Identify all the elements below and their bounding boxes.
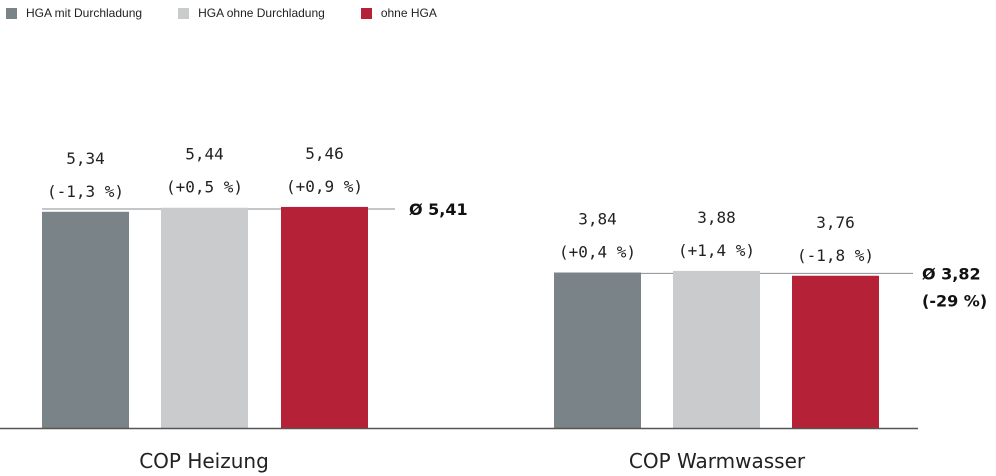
- average-change-label: (-29 %): [922, 291, 987, 310]
- legend-item: HGA ohne Durchladung: [178, 6, 325, 20]
- legend-swatch-ohne-hga: [360, 7, 372, 19]
- value-label: 5,34: [66, 149, 105, 168]
- change-label: (+1,4 %): [678, 241, 755, 260]
- legend-label-mit: HGA mit Durchladung: [26, 6, 143, 20]
- legend-swatch-mit: [6, 7, 17, 19]
- legend-item: HGA mit Durchladung: [6, 6, 142, 20]
- category-label: COP Warmwasser: [629, 449, 806, 473]
- value-label: 3,84: [578, 210, 617, 229]
- legend-label-ohne-hga: ohne HGA: [380, 6, 437, 20]
- bar: [673, 270, 760, 428]
- bar: [792, 275, 879, 428]
- bar: [42, 211, 129, 428]
- legend-item: ohne HGA: [360, 6, 437, 20]
- value-label: 5,46: [305, 144, 344, 163]
- change-label: (+0,9 %): [286, 177, 363, 196]
- value-label: 3,88: [697, 208, 736, 227]
- average-label: Ø 3,82: [922, 264, 981, 283]
- bar: [281, 206, 368, 428]
- category-label: COP Heizung: [139, 449, 269, 473]
- bar: [161, 207, 248, 428]
- value-label: 5,44: [185, 145, 224, 164]
- change-label: (+0,4 %): [559, 243, 636, 262]
- change-label: (+0,5 %): [166, 178, 243, 197]
- legend: HGA mit Durchladung HGA ohne Durchladung…: [6, 6, 473, 20]
- change-label: (-1,3 %): [47, 182, 124, 201]
- change-label: (-1,8 %): [797, 246, 874, 265]
- value-label: 3,76: [816, 213, 855, 232]
- legend-label-ohne-durchladung: HGA ohne Durchladung: [198, 6, 325, 20]
- average-label: Ø 5,41: [409, 200, 468, 219]
- legend-swatch-ohne-durchladung: [178, 7, 190, 19]
- bar: [554, 272, 641, 428]
